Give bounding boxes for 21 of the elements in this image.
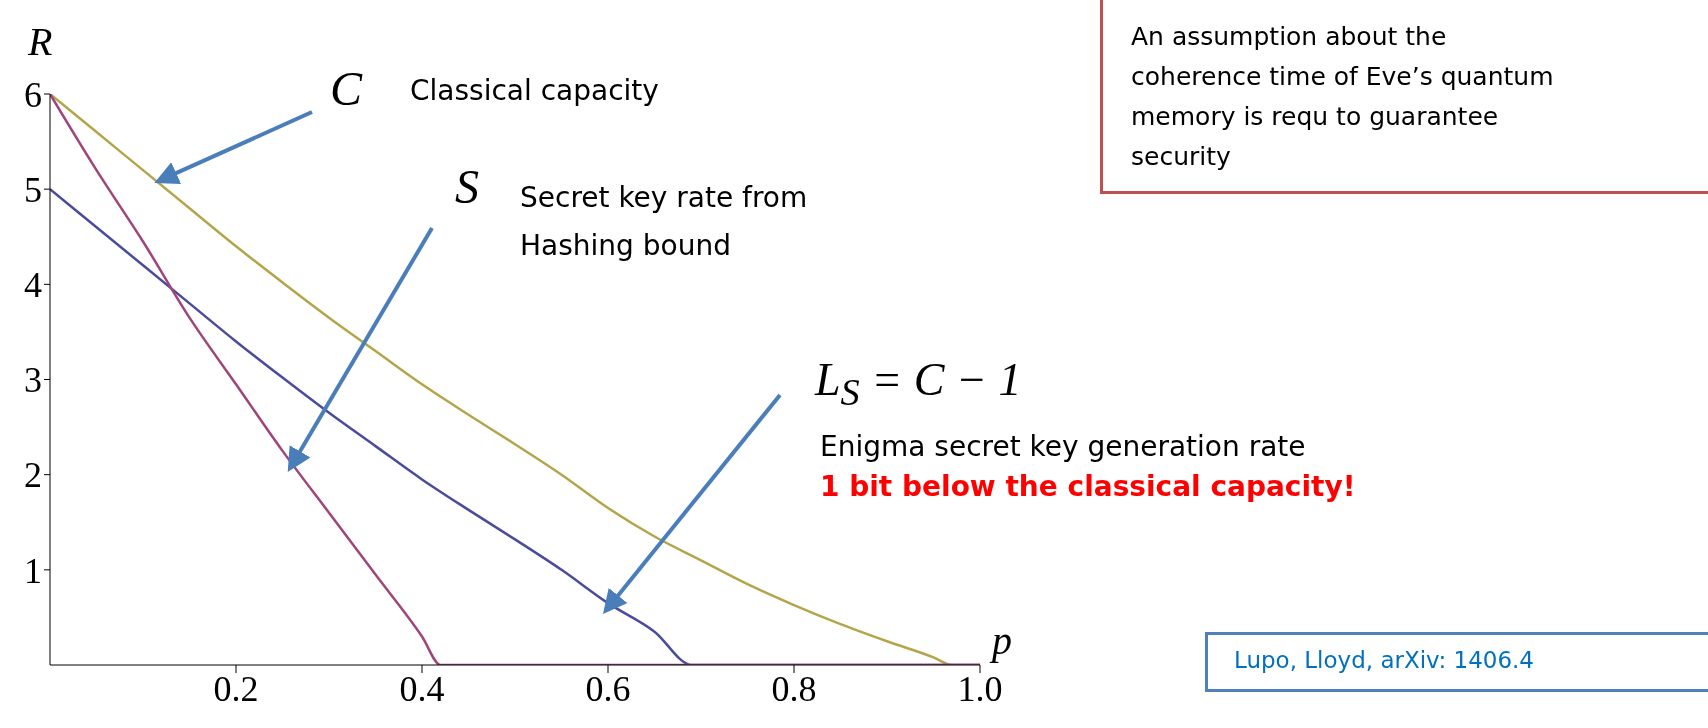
- text: An assumption about the coherence time of Eve’s quantum memory is requ to guarantee security: [1131, 21, 1555, 173]
- x-tick-label: 0.4: [399, 668, 445, 709]
- x-tick-label: 0.2: [213, 668, 259, 709]
- text: Lupo, Lloyd, arXiv: 1406.4: [1234, 647, 1535, 675]
- y-tick-label: 6: [24, 74, 42, 115]
- y-tick-label: 5: [24, 169, 42, 210]
- y-tick-label: 1: [24, 550, 42, 591]
- y-tick-label: 2: [24, 455, 42, 496]
- annotation: Classical capacity: [410, 74, 659, 108]
- annotation: C: [330, 61, 363, 117]
- annotation: L$_{S}$ = C − 1: [815, 353, 1022, 416]
- annotation: Secret key rate from Hashing bound: [520, 180, 809, 264]
- y-tick-label: 3: [24, 360, 42, 401]
- y-tick-label: 4: [24, 265, 42, 306]
- y-axis-title: R: [28, 18, 53, 65]
- annotation: Enigma secret key generation rate: [820, 430, 1306, 464]
- x-tick-label: 0.8: [771, 668, 817, 709]
- x-tick-label: 0.6: [585, 668, 631, 709]
- annotation: 1 bit below the classical capacity!: [820, 470, 1356, 504]
- annotation: S: [455, 159, 479, 215]
- x-tick-label: 1.0: [957, 668, 1003, 709]
